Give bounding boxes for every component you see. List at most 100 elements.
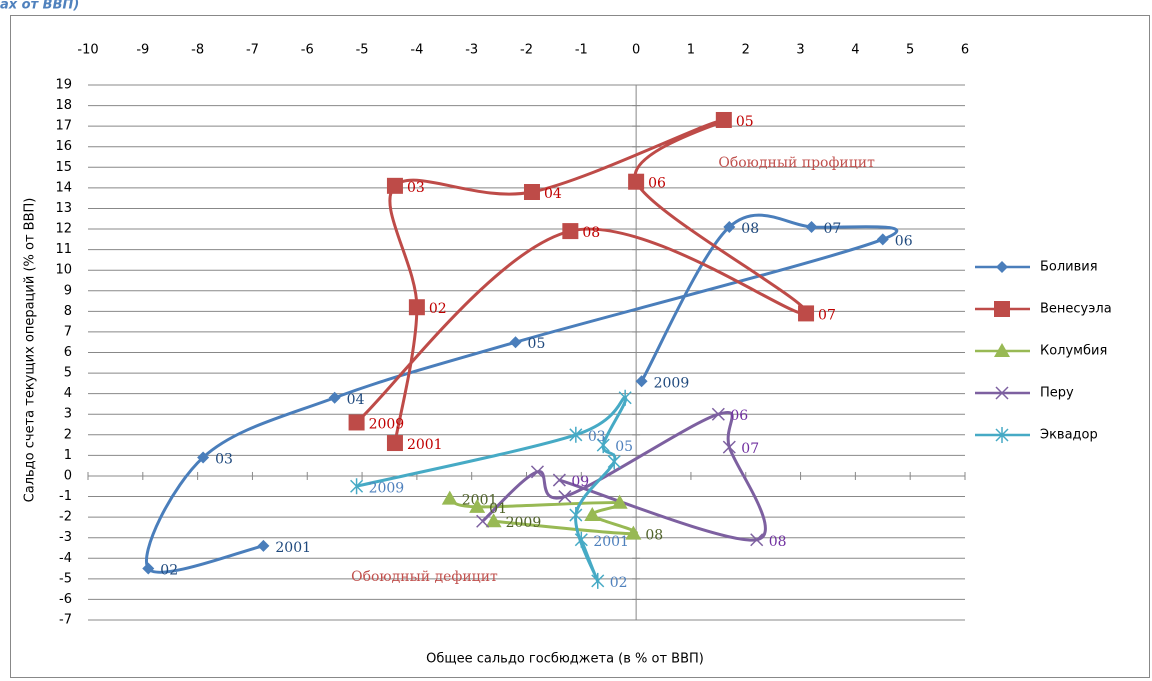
point-label: 2009 (369, 416, 405, 432)
x-tick-label: 2 (742, 43, 750, 58)
legend-marker (994, 301, 1010, 317)
marker (711, 407, 725, 421)
point-label: 2009 (369, 480, 405, 496)
marker (628, 173, 645, 190)
point-label: 05 (528, 336, 546, 352)
point-label: 03 (407, 180, 425, 196)
marker (618, 389, 632, 406)
point-label: 02 (429, 301, 447, 317)
x-tick-label: 5 (906, 43, 914, 58)
y-tick-label: 3 (64, 407, 72, 422)
legend-marker (995, 386, 1009, 400)
marker (569, 507, 583, 524)
marker (574, 531, 588, 548)
marker (607, 453, 621, 470)
y-tick-label: 13 (55, 201, 72, 216)
point-label: 02 (610, 575, 628, 591)
marker (408, 299, 425, 316)
x-tick-label: 4 (851, 43, 859, 58)
x-axis-title: Общее сальдо госбюджета (в % от ВВП) (426, 652, 704, 667)
x-tick-label: -9 (136, 43, 149, 58)
point-label: 07 (741, 441, 759, 457)
marker (142, 562, 155, 575)
point-label: 05 (736, 114, 754, 130)
marker (625, 525, 642, 540)
y-tick-label: 7 (64, 324, 72, 339)
point-label: 08 (645, 528, 663, 544)
point-label: 07 (818, 307, 836, 323)
x-tick-label: -7 (246, 43, 259, 58)
marker (715, 111, 732, 128)
marker (611, 494, 628, 509)
y-tick-label: 8 (64, 304, 72, 319)
marker (530, 465, 544, 479)
marker (591, 572, 605, 589)
y-axis-title: Сальдо счета текущих операций (% от ВВП) (23, 198, 38, 503)
legend-marker (996, 261, 1008, 273)
point-label: 2009 (654, 375, 690, 391)
x-tick-label: -6 (301, 43, 314, 58)
point-label: 08 (741, 221, 759, 237)
series-line (481, 410, 767, 542)
marker (805, 220, 818, 233)
y-tick-label: 16 (55, 139, 72, 154)
marker (798, 305, 815, 322)
marker (569, 426, 583, 443)
y-tick-label: -1 (59, 489, 72, 504)
marker (485, 513, 502, 528)
x-tick-label: -5 (356, 43, 369, 58)
x-tick-label: 3 (796, 43, 804, 58)
point-label: 2001 (407, 437, 443, 453)
y-tick-label: 6 (64, 345, 72, 360)
marker (722, 440, 736, 454)
marker (328, 391, 341, 404)
legend-label: Боливия (1040, 260, 1098, 275)
point-label: 04 (544, 186, 562, 202)
marker (635, 375, 648, 388)
point-label: 2009 (506, 515, 542, 531)
y-tick-label: 4 (64, 386, 72, 401)
marker (441, 490, 458, 505)
y-tick-label: 18 (55, 98, 72, 113)
x-tick-label: 6 (961, 43, 969, 58)
chart-border (10, 15, 1150, 678)
marker (584, 507, 601, 522)
y-tick-label: 10 (55, 263, 72, 278)
marker (723, 220, 736, 233)
x-tick-label: -1 (575, 43, 588, 58)
y-tick-label: 0 (64, 468, 72, 483)
point-label: 08 (769, 534, 787, 550)
chart-title: ах от ВВП) (0, 0, 79, 13)
marker (558, 490, 572, 504)
point-label: 06 (730, 408, 748, 424)
series-line (145, 213, 899, 574)
point-label: 04 (347, 392, 365, 408)
legend-marker (995, 427, 1009, 443)
marker (750, 533, 764, 547)
point-label: 06 (895, 233, 913, 249)
marker (469, 498, 486, 513)
legend-label: Колумбия (1040, 344, 1107, 359)
point-label: 06 (648, 176, 666, 192)
point-label: 2001 (462, 493, 498, 509)
point-label: 01 (489, 501, 507, 517)
marker (257, 539, 270, 552)
marker (386, 435, 403, 452)
y-tick-label: 17 (55, 119, 72, 134)
point-label: 2001 (593, 534, 629, 550)
x-tick-label: -2 (520, 43, 533, 58)
point-label: 08 (582, 225, 600, 241)
y-tick-label: 9 (64, 283, 72, 298)
x-tick-label: 0 (632, 43, 640, 58)
legend-marker (994, 343, 1010, 357)
series-line (355, 118, 808, 444)
point-label: 2001 (275, 540, 311, 556)
y-tick-label: -7 (59, 613, 72, 628)
x-tick-label: -10 (77, 43, 98, 58)
marker (523, 184, 540, 200)
marker (197, 451, 210, 464)
x-tick-label: 1 (687, 43, 695, 58)
y-tick-label: 19 (55, 78, 72, 93)
marker (562, 223, 579, 240)
